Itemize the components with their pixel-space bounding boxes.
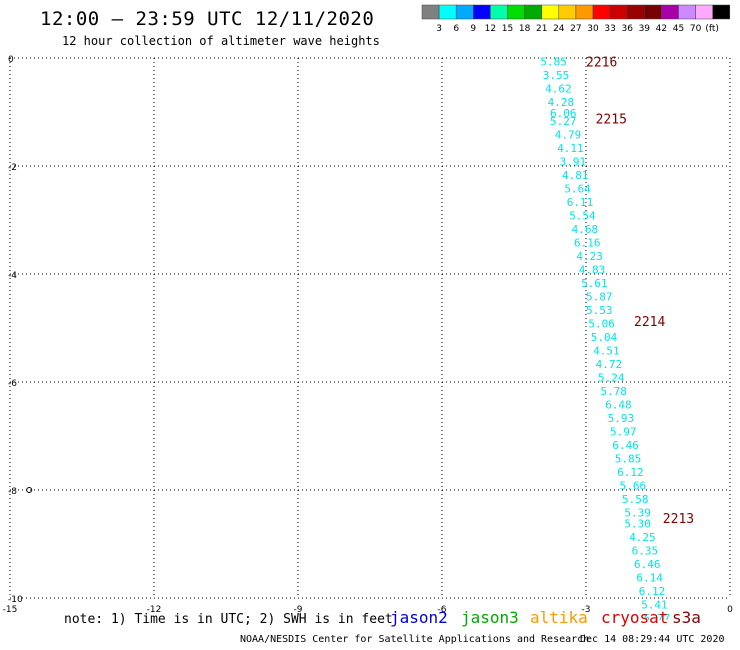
swh-value: 5.27: [550, 115, 577, 128]
y-tick-label: -4: [8, 271, 17, 281]
legend-label: 6: [453, 24, 459, 34]
swh-value: 5.64: [564, 183, 591, 196]
legend-label: 33: [604, 24, 615, 34]
legend-label: 12: [485, 24, 496, 34]
swh-value: 4.28: [548, 96, 575, 109]
swh-value: 4.51: [593, 345, 620, 358]
swh-value: 6.14: [636, 571, 663, 584]
legend-label: (ft): [705, 24, 719, 34]
swh-value: 5.93: [608, 412, 635, 425]
legend-label: 39: [639, 24, 651, 34]
satellite-altika: altika: [530, 608, 588, 627]
swh-value: 5.66: [620, 480, 647, 493]
swh-value: 5.04: [591, 331, 618, 344]
swh-value: 5.85: [615, 453, 642, 466]
time-label: 2213: [663, 512, 694, 527]
swh-value: 5.97: [610, 426, 637, 439]
swh-value: 5.85: [540, 56, 567, 69]
swh-value: 5.41: [641, 598, 668, 611]
chart-subtitle: 12 hour collection of altimeter wave hei…: [62, 34, 380, 48]
swh-value: 5.58: [622, 493, 649, 506]
swh-value: 4.81: [562, 169, 589, 182]
time-label: 2216: [586, 56, 617, 71]
legend-label: 18: [519, 24, 531, 34]
swh-value: 6.48: [605, 399, 632, 412]
credit-text: NOAA/NESDIS Center for Satellite Applica…: [240, 634, 590, 645]
satellite-cryosat: cryosat: [601, 608, 669, 627]
swh-value: 6.11: [567, 196, 594, 209]
legend-label: 27: [570, 24, 581, 34]
x-tick-label: -12: [147, 605, 162, 615]
swh-value: 6.16: [574, 237, 601, 250]
swh-value: 5.53: [586, 304, 613, 317]
legend-label: 70: [690, 24, 702, 34]
data-point: [26, 487, 33, 493]
time-label: 2214: [634, 315, 665, 330]
swh-value: 5.39: [624, 507, 651, 520]
swh-value: 5.30: [624, 517, 651, 530]
x-tick-label: -9: [294, 605, 303, 615]
satellite-s3a: s3a: [672, 608, 701, 627]
swh-value: 5.77: [644, 612, 671, 620]
satellite-jason2: jason2: [390, 608, 448, 627]
swh-value: 5.06: [588, 318, 615, 331]
y-tick-label: -8: [8, 487, 17, 497]
x-tick-label: 0: [727, 605, 733, 615]
legend-label: 9: [470, 24, 476, 34]
swh-value: 5.24: [598, 372, 625, 385]
swh-value: 4.83: [579, 264, 606, 277]
swh-value: 4.62: [545, 83, 572, 96]
legend-label: 45: [673, 24, 684, 34]
satellite-jason3: jason3: [461, 608, 519, 627]
legend-swatch: [712, 4, 731, 20]
swh-value: 6.46: [634, 558, 661, 571]
legend-label: 24: [553, 24, 565, 34]
swh-value: 6.46: [612, 439, 639, 452]
legend-label: 42: [656, 24, 667, 34]
swh-value: 4.23: [576, 250, 603, 263]
y-tick-label: -2: [8, 163, 17, 173]
legend-label: 3: [436, 24, 442, 34]
time-label: 2215: [596, 112, 627, 127]
swh-value: 6.12: [639, 585, 666, 598]
swh-value: 5.54: [569, 210, 596, 223]
swh-value: 5.78: [600, 385, 627, 398]
swh-value: 5.87: [586, 291, 613, 304]
x-tick-label: -6: [438, 605, 447, 615]
swh-value: 6.06: [550, 107, 577, 120]
legend-label: 15: [502, 24, 513, 34]
x-tick-label: -3: [582, 605, 591, 615]
footer-note: note: 1) Time is in UTC; 2) SWH is in fe…: [64, 612, 393, 627]
y-tick-label: 0: [8, 55, 14, 65]
swh-value: 4.72: [596, 358, 623, 371]
swh-value: 3.55: [543, 69, 570, 82]
swh-value: 4.68: [572, 223, 599, 236]
chart-title: 12:00 – 23:59 UTC 12/11/2020: [40, 8, 375, 30]
swh-value: 4.25: [629, 531, 656, 544]
wave-height-chart: -15 -12 -9 -6 -3 00-2-4-6-8-105.853.554.624.2…: [3, 55, 733, 620]
swh-value: 4.11: [557, 142, 584, 155]
grid: [9, 57, 731, 599]
generated-timestamp: Dec 14 08:29:44 UTC 2020: [580, 634, 725, 645]
x-tick-label: -15: [3, 605, 18, 615]
color-legend: 3 6 9 12 15 18 21 24 27 30 33 36 39 42 45 70 (ft): [421, 4, 731, 34]
swh-value: 6.35: [632, 544, 659, 557]
y-tick-label: -10: [8, 595, 23, 605]
swh-value: 6.12: [617, 466, 644, 479]
y-tick-label: -6: [8, 379, 17, 389]
legend-label: 21: [536, 24, 547, 34]
swh-value: 4.79: [555, 129, 582, 142]
legend-label: 36: [621, 24, 633, 34]
legend-label: 30: [587, 24, 599, 34]
swh-value: 3.91: [560, 156, 587, 169]
swh-value: 5.61: [581, 277, 608, 290]
